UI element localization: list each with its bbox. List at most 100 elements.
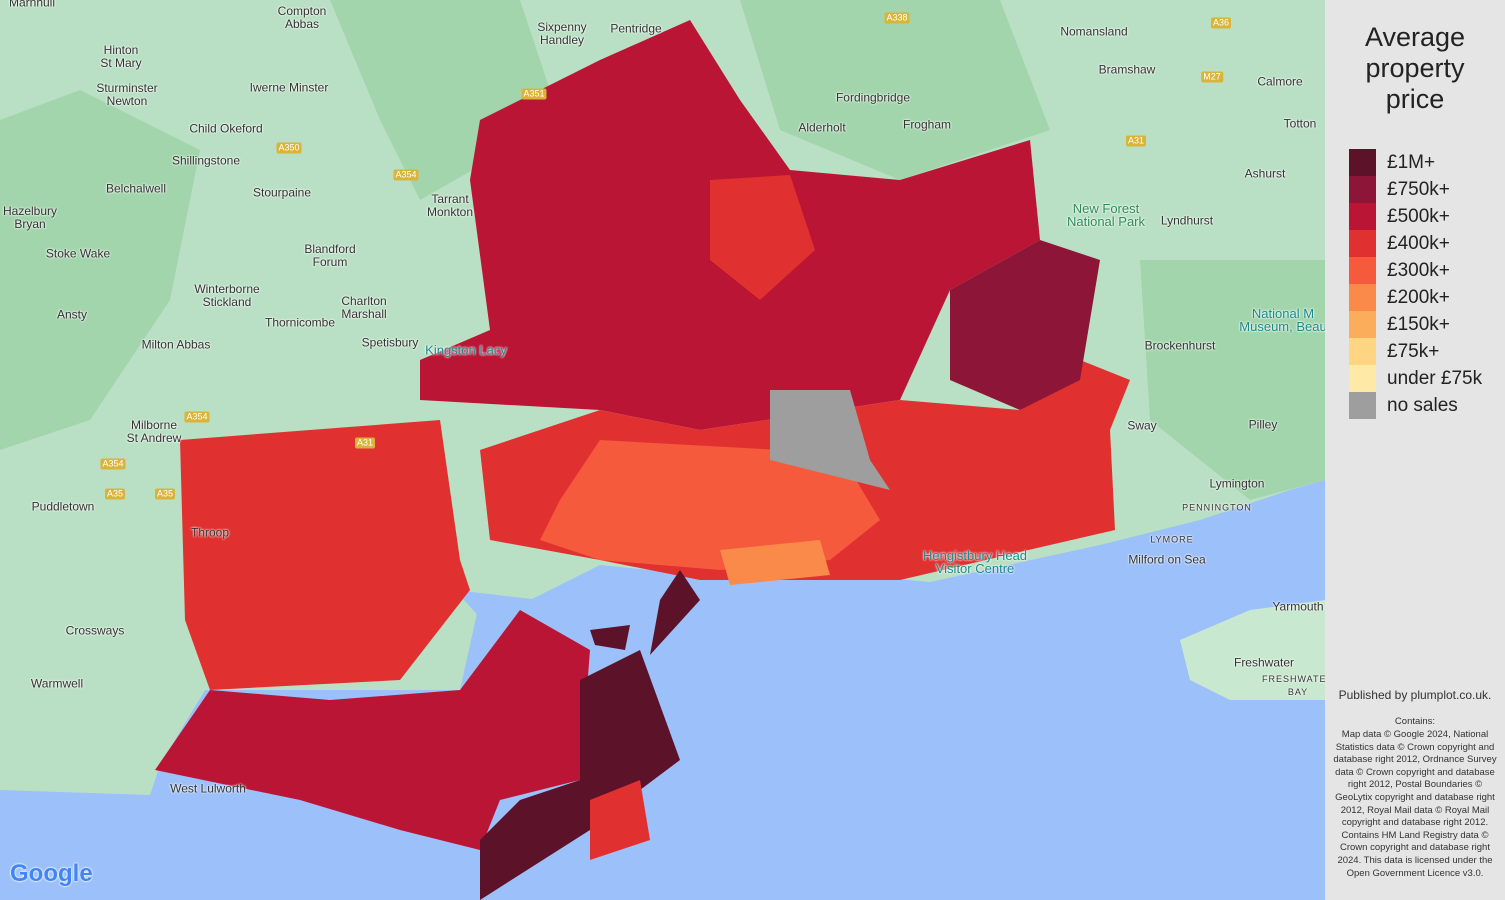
place-label: Ansty [56,307,88,322]
place-label: Freshwater [1233,655,1295,670]
poi-label: Hengistbury Head Visitor Centre [922,548,1028,576]
region [180,420,470,690]
region [155,610,590,850]
road-shield: A351 [521,88,547,100]
place-label: Thornicombe [264,315,336,330]
legend-label: £500k+ [1387,206,1450,227]
legend-swatch [1349,230,1376,257]
forest [0,0,1325,500]
place-label: Nomansland [1060,24,1128,39]
place-label: Milton Abbas [141,337,211,352]
place-label: Sturminster Newton [96,81,158,108]
legend-swatch [1349,311,1376,338]
legend-label: £750k+ [1387,179,1450,200]
place-label: Frogham [902,117,952,132]
road-shield: A31 [1125,135,1147,147]
place-label: Yarmouth [1272,599,1324,614]
poi-label: New Forest National Park [1066,201,1146,229]
place-label: Compton Abbas [277,4,327,31]
place-label: Ashurst [1244,166,1286,181]
place-label: Winterborne Stickland [194,282,260,309]
place-label: Charlton Marshall [341,294,387,321]
legend-label: £200k+ [1387,287,1450,308]
road-shield: A36 [1210,17,1232,29]
island [1180,600,1325,700]
region [590,780,650,860]
place-label: Sway [1127,418,1157,433]
map-logo: Google [10,860,93,887]
poi-label: National M Museum, Beau [1239,306,1327,334]
map [0,0,1325,900]
legend-label: under £75k [1387,368,1483,389]
place-label: Pilley [1248,417,1278,432]
place-label: Stoke Wake [45,246,111,261]
road-shield: A35 [104,488,126,500]
place-label: Warmwell [30,676,84,691]
road-shield: A354 [100,458,126,470]
place-label: Pentridge [610,21,662,36]
legend-label: £300k+ [1387,260,1450,281]
region [540,440,880,570]
legend-label: £75k+ [1387,341,1440,362]
place-label: Shillingstone [171,153,241,168]
place-label: Puddletown [31,499,95,514]
place-label: Iwerne Minster [249,80,329,95]
road-shield: A35 [154,488,176,500]
road-shield: A354 [393,169,419,181]
legend-label: no sales [1387,395,1458,416]
legend-label: £400k+ [1387,233,1450,254]
poi-label: Kingston Lacy [425,342,507,358]
place-label: Hazelbury Bryan [2,204,58,231]
legend-title: Average property price [1364,22,1466,114]
road-shield: A31 [354,437,376,449]
legend-swatch [1349,338,1376,365]
region [950,240,1100,410]
legend-swatch [1349,365,1376,392]
region [480,570,700,900]
region [720,540,830,585]
place-label: Child Okeford [189,121,263,136]
place-label: Blandford Forum [304,242,356,269]
road-shield: A350 [276,142,302,154]
place-label: Belchalwell [105,181,167,196]
attribution: Map data © Google 2024, National Statist… [1333,729,1497,879]
road-shield: A354 [184,411,210,423]
legend-label: £150k+ [1387,314,1450,335]
legend-swatch [1349,149,1376,176]
legend-swatch [1349,257,1376,284]
region [770,390,890,490]
district-label: FRESHWATER BAY [1262,674,1334,697]
district-label: PENNINGTON [1182,502,1252,513]
place-label: Spetisbury [361,335,419,350]
legend-swatch [1349,284,1376,311]
district-label: LYMORE [1150,534,1194,545]
place-label: Lyndhurst [1160,213,1214,228]
published-by: Published by plumplot.co.uk. [1338,688,1492,702]
place-label: Stourpaine [252,185,312,200]
legend-swatch [1349,176,1376,203]
place-label: Alderholt [798,120,846,135]
place-label: Tarrant Monkton [426,192,474,219]
place-label: Bramshaw [1098,62,1156,77]
place-label: Marnhull [8,0,56,10]
place-label: Crossways [65,623,125,638]
place-label: Throop [190,525,230,540]
road-shield: A338 [884,12,910,24]
legend-panel: Average property price £1M+ £750k+ £500k+ £… [1325,0,1505,900]
contains-label: Contains: [1394,716,1436,727]
road-shield: M27 [1201,71,1223,83]
region [710,175,815,300]
place-label: Sixpenny Handley [537,20,587,47]
legend-swatch [1349,203,1376,230]
legend-swatch [1349,392,1376,419]
place-label: Milborne St Andrew [126,418,182,445]
place-label: Milford on Sea [1128,552,1206,567]
legend-label: £1M+ [1387,152,1436,173]
place-label: Hinton St Mary [100,43,142,70]
place-label: Calmore [1257,74,1303,89]
place-label: Brockenhurst [1144,338,1216,353]
place-label: Fordingbridge [835,90,911,105]
place-label: West Lulworth [170,781,246,796]
place-label: Totton [1283,116,1317,131]
